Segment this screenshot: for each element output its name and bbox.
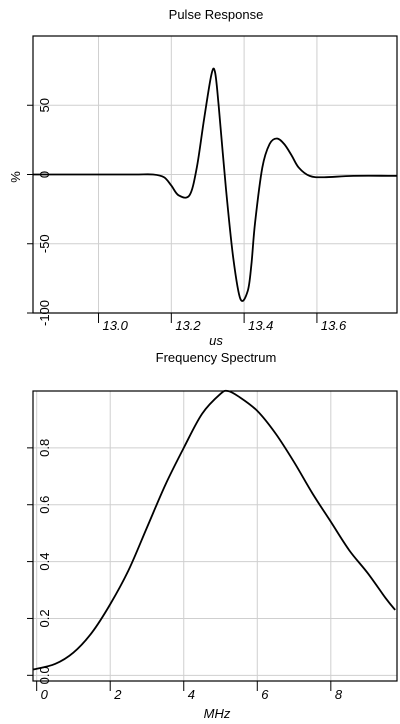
x-axis-label: us [209,333,223,348]
chart-title: Frequency Spectrum [156,350,277,365]
frequency-spectrum-curve [32,389,396,671]
x-tick-label: 13.6 [321,318,347,333]
pulse-response-chart: Pulse Response 13.0 13.2 13.4 13.6 500-50-1… [8,7,398,348]
y-tick-label: 50 [37,98,52,112]
y-tick-labels: 0.0 0.2 0.4 0.6 0.8 [37,439,52,685]
x-tick-label: 13.0 [103,318,129,333]
x-tick-label: 2 [113,687,122,702]
chart-title: Pulse Response [169,7,264,22]
y-tick-labels: 500-50-100 [37,98,52,326]
x-tick-label: 4 [188,687,195,702]
x-tick-label: 13.4 [248,318,273,333]
pulse-response-curve [33,67,398,302]
y-axis-label: % [8,171,23,183]
y-tick-label: 0.8 [37,439,52,457]
y-tick-label: 0.2 [37,609,52,627]
x-tick-labels: 13.0 13.2 13.4 13.6 [103,318,347,333]
x-axis-label: MHz [204,706,231,721]
tick-marks [27,447,332,691]
frequency-spectrum-chart: Frequency Spectrum 0 2 4 6 8 0.0 0.2 0.4 0.6 0.8… [27,350,398,721]
grid-lines [33,391,397,681]
y-tick-label: -50 [37,234,52,253]
y-tick-label: 0.6 [37,496,52,514]
plot-frame [32,35,398,314]
y-tick-label: 0.0 [37,666,52,684]
y-tick-label: 0.4 [37,553,52,571]
x-tick-label: 6 [261,687,269,702]
tick-marks [27,104,318,323]
x-tick-label: 0 [41,687,49,702]
x-tick-labels: 0 2 4 6 8 [41,687,343,702]
x-tick-label: 8 [335,687,343,702]
x-tick-label: 13.2 [175,318,201,333]
plot-frame [32,390,398,682]
